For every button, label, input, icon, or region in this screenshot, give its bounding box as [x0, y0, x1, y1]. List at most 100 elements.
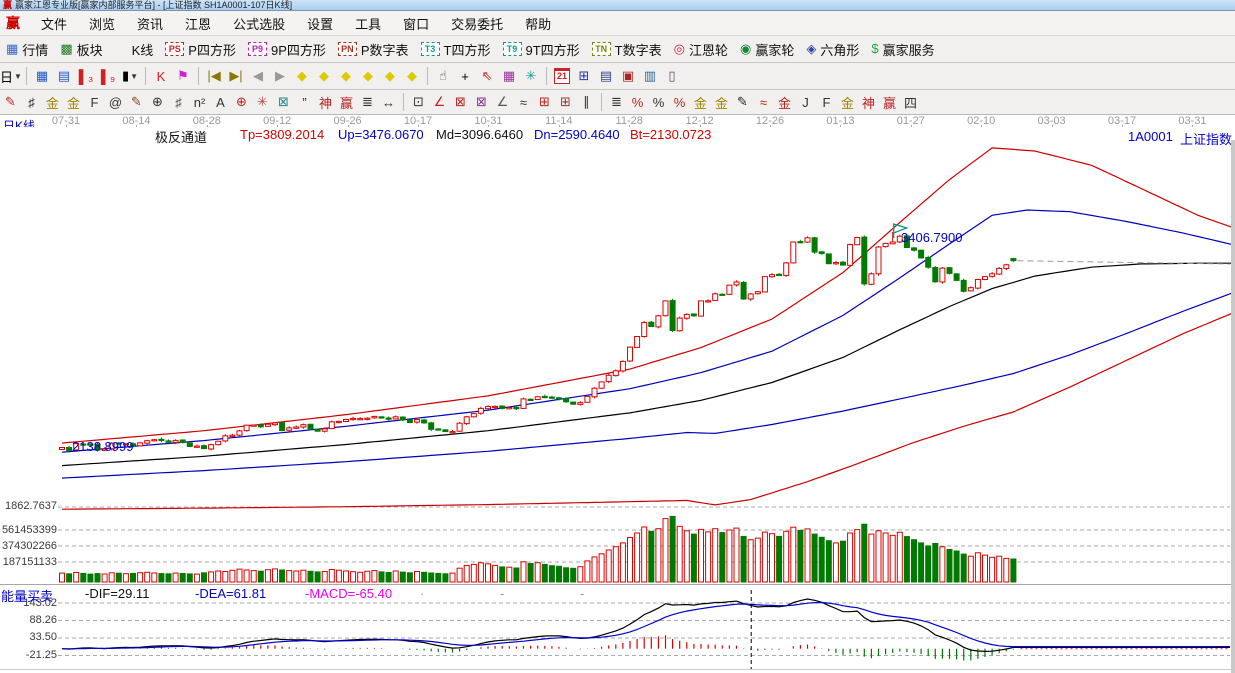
draw-gold-angle[interactable]: 金 — [837, 93, 858, 112]
nav-info-view-icon[interactable]: ▤ — [53, 66, 75, 86]
draw-gold-grid[interactable]: 金 — [42, 93, 63, 112]
menu-item-7[interactable]: 工具 — [355, 16, 382, 32]
nav-k-pattern-icon[interactable]: K — [150, 66, 172, 86]
nav-export-tool[interactable]: ▥ — [639, 66, 661, 86]
menu-item-6[interactable]: 设置 — [307, 16, 334, 32]
nav-pointer-angle-tool[interactable]: ⇖ — [476, 66, 498, 86]
draw-percent-strike[interactable]: % — [627, 93, 648, 112]
draw-number-grid[interactable]: ≣ — [357, 93, 378, 112]
toolbar-button-9p-square[interactable]: P9 9P四方形 — [242, 36, 332, 62]
toolbar-button-sectors[interactable]: ▩ 板块 — [54, 36, 108, 62]
draw-circle-grid[interactable]: ⊕ — [147, 93, 168, 112]
toolbar-button-hexagon[interactable]: ◈ 六角形 — [800, 36, 865, 62]
nav-zoom-horizontal[interactable]: ◆ — [335, 66, 357, 86]
menu-item-3[interactable]: 资讯 — [137, 16, 164, 32]
toolbar-button-9t-square[interactable]: T9 9T四方形 — [497, 36, 586, 62]
draw-draw-pen[interactable]: ✎ — [0, 93, 21, 112]
nav-pan-left[interactable]: ◆ — [291, 66, 313, 86]
toolbar-button-winner-wheel[interactable]: ◉ 赢家轮 — [734, 36, 800, 62]
draw-gold-lines[interactable]: 金 — [711, 93, 732, 112]
title-bar[interactable]: 赢赢家江恩专业版[赢家内部服务平台] - [上证指数 SH1A0001-107日… — [0, 0, 1235, 11]
draw-gold-grid2[interactable]: 金 — [63, 93, 84, 112]
nav-main-view-icon[interactable]: ▦ — [31, 66, 53, 86]
draw-j-angle[interactable]: J — [795, 93, 816, 112]
draw-win-grid[interactable]: 赢 — [336, 93, 357, 112]
menu-item-1[interactable]: 文件 — [41, 16, 68, 32]
draw-quote-marks[interactable]: ” — [294, 93, 315, 112]
menu-item-4[interactable]: 江恩 — [185, 16, 212, 32]
draw-wave-tool[interactable]: ≈ — [513, 93, 534, 112]
draw-box-select[interactable]: ⊡ — [408, 93, 429, 112]
menu-item-2[interactable]: 浏览 — [89, 16, 116, 32]
toolbar-button-gann-wheel[interactable]: ◎ 江恩轮 — [668, 36, 734, 62]
nav-star-tool[interactable]: ✳ — [520, 66, 542, 86]
nav-save[interactable]: ▣ — [617, 66, 639, 86]
draw-win-angle[interactable]: 赢 — [879, 93, 900, 112]
draw-fan-box[interactable]: ⊠ — [450, 93, 471, 112]
draw-percent-lines[interactable]: % — [669, 93, 690, 112]
nav-notebook[interactable]: ▤ — [595, 66, 617, 86]
nav-computer[interactable]: ▯ — [661, 66, 683, 86]
draw-parallel-lines[interactable]: ∥ — [576, 93, 597, 112]
nav-flag-mark-icon[interactable]: ⚑ — [172, 66, 194, 86]
volume-axis-label-3: 187151133 — [2, 556, 57, 568]
draw-gold-circle[interactable]: 金 — [690, 93, 711, 112]
nav-next-page[interactable]: ▶ — [269, 66, 291, 86]
draw-grid-tool[interactable]: ♯ — [21, 93, 42, 112]
nav-hand-tool[interactable]: ☝ — [432, 66, 454, 86]
draw-percent[interactable]: % — [648, 93, 669, 112]
nav-period-day[interactable]: 日 ▼ — [0, 66, 22, 86]
toolbar-button-winner-service[interactable]: $ 赢家服务 — [865, 36, 940, 62]
toolbar-button-t-square[interactable]: T3 T四方形 — [415, 36, 497, 62]
draw-dense-grid[interactable]: ♯ — [168, 93, 189, 112]
toolbar-button-p-square[interactable]: PS P四方形 — [159, 36, 242, 62]
draw-si-angle[interactable]: 四 — [900, 93, 921, 112]
nav-prev-page[interactable]: ◀ — [247, 66, 269, 86]
nav-calculator[interactable]: ⊞ — [573, 66, 595, 86]
nav-calendar-21[interactable]: 21 — [551, 66, 573, 86]
menu-item-10[interactable]: 帮助 — [525, 16, 552, 32]
draw-spiral-tool[interactable]: @ — [105, 93, 126, 112]
nav-first-page[interactable]: |◀ — [203, 66, 225, 86]
toolbar-button-p-number-table[interactable]: PN P数字表 — [332, 36, 415, 62]
draw-shen-angle[interactable]: 神 — [858, 93, 879, 112]
gann-wheel-icon: ◎ — [673, 41, 685, 56]
draw-fan-box2[interactable]: ⊠ — [471, 93, 492, 112]
draw-star-rays[interactable]: ✳ — [252, 93, 273, 112]
draw-brush-tool[interactable]: ✎ — [126, 93, 147, 112]
sectors-icon: ▩ — [60, 41, 73, 56]
toolbar-button-t-number-table[interactable]: TN T数字表 — [586, 36, 668, 62]
draw-compass-tool[interactable]: ⊕ — [231, 93, 252, 112]
nav-candle-type[interactable]: ▮ ▼ — [119, 66, 141, 86]
menu-item-5[interactable]: 公式选股 — [233, 16, 286, 32]
draw-f-angle[interactable]: F — [816, 93, 837, 112]
draw-h-range[interactable]: ↔ — [378, 93, 399, 112]
draw-red-grid[interactable]: ⊞ — [534, 93, 555, 112]
nav-zoom-in[interactable]: ◆ — [379, 66, 401, 86]
nav-zoom-out[interactable]: ◆ — [401, 66, 423, 86]
nav-bars-9-icon[interactable]: ▌₉ — [97, 66, 119, 86]
draw-gold-red[interactable]: 金 — [774, 93, 795, 112]
draw-grid-x[interactable]: ⊠ — [273, 93, 294, 112]
draw-n-square[interactable]: n² — [189, 93, 210, 112]
menu-item-9[interactable]: 交易委托 — [451, 16, 504, 32]
toolbar-button-quotes[interactable]: ▦ 行情 — [0, 36, 54, 62]
draw-wave-red[interactable]: ≈ — [753, 93, 774, 112]
draw-mirror-a[interactable]: A — [210, 93, 231, 112]
nav-cube-tool[interactable]: ▦ — [498, 66, 520, 86]
nav-zoom-vertical[interactable]: ◆ — [357, 66, 379, 86]
nav-crosshair-tool[interactable]: + — [454, 66, 476, 86]
menu-item-8[interactable]: 窗口 — [403, 16, 430, 32]
toolbar-button-kline[interactable]: K线 — [109, 36, 160, 62]
draw-red-grid2[interactable]: ⊞ — [555, 93, 576, 112]
draw-fan-lines[interactable]: ∠ — [429, 93, 450, 112]
indicator-name[interactable]: 能量买卖 — [1, 589, 54, 604]
nav-pan-right[interactable]: ◆ — [313, 66, 335, 86]
nav-bars-3-icon[interactable]: ▌₃ — [75, 66, 97, 86]
draw-f-tool[interactable]: F — [84, 93, 105, 112]
draw-ink-pen[interactable]: ✎ — [732, 93, 753, 112]
nav-last-page[interactable]: ▶| — [225, 66, 247, 86]
draw-angle-lines[interactable]: ∠ — [492, 93, 513, 112]
draw-list-grid[interactable]: ≣ — [606, 93, 627, 112]
draw-shen-grid[interactable]: 神 — [315, 93, 336, 112]
